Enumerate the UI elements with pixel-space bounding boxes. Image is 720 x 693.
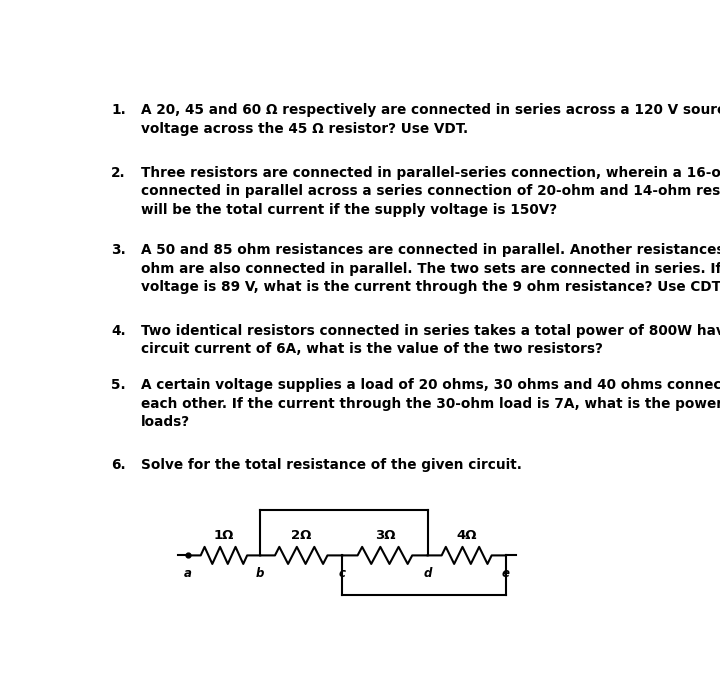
Text: 1Ω: 1Ω — [214, 529, 234, 542]
Text: 2.: 2. — [111, 166, 126, 180]
Text: 5.: 5. — [111, 378, 126, 392]
Text: Two identical resistors connected in series takes a total power of 800W having a: Two identical resistors connected in ser… — [141, 324, 720, 337]
Text: ohm are also connected in parallel. The two sets are connected in series. If the: ohm are also connected in parallel. The … — [141, 262, 720, 276]
Text: a: a — [184, 567, 192, 580]
Text: 2Ω: 2Ω — [291, 529, 311, 542]
Text: d: d — [423, 567, 432, 580]
Text: A 20, 45 and 60 Ω respectively are connected in series across a 120 V source. Wh: A 20, 45 and 60 Ω respectively are conne… — [141, 103, 720, 117]
Text: 4.: 4. — [111, 324, 126, 337]
Text: e: e — [502, 567, 510, 580]
Text: 3Ω: 3Ω — [374, 529, 395, 542]
Text: each other. If the current through the 30-ohm load is 7A, what is the power acro: each other. If the current through the 3… — [141, 396, 720, 411]
Text: 4Ω: 4Ω — [456, 529, 477, 542]
Text: voltage is 89 V, what is the current through the 9 ohm resistance? Use CDT.: voltage is 89 V, what is the current thr… — [141, 280, 720, 294]
Text: 3.: 3. — [111, 243, 126, 257]
Text: connected in parallel across a series connection of 20-ohm and 14-ohm resistor. : connected in parallel across a series co… — [141, 184, 720, 198]
Text: A certain voltage supplies a load of 20 ohms, 30 ohms and 40 ohms connected acro: A certain voltage supplies a load of 20 … — [141, 378, 720, 392]
Text: 1.: 1. — [111, 103, 126, 117]
Text: b: b — [256, 567, 264, 580]
Text: voltage across the 45 Ω resistor? Use VDT.: voltage across the 45 Ω resistor? Use VD… — [141, 122, 469, 136]
Text: will be the total current if the supply voltage is 150V?: will be the total current if the supply … — [141, 202, 557, 217]
Text: loads?: loads? — [141, 415, 191, 429]
Text: A 50 and 85 ohm resistances are connected in parallel. Another resistances of 4 : A 50 and 85 ohm resistances are connecte… — [141, 243, 720, 257]
Text: Three resistors are connected in parallel-series connection, wherein a 16-ohm re: Three resistors are connected in paralle… — [141, 166, 720, 180]
Text: c: c — [338, 567, 346, 580]
Text: Solve for the total resistance of the given circuit.: Solve for the total resistance of the gi… — [141, 458, 522, 473]
Text: 6.: 6. — [111, 458, 126, 473]
Text: circuit current of 6A, what is the value of the two resistors?: circuit current of 6A, what is the value… — [141, 342, 603, 356]
